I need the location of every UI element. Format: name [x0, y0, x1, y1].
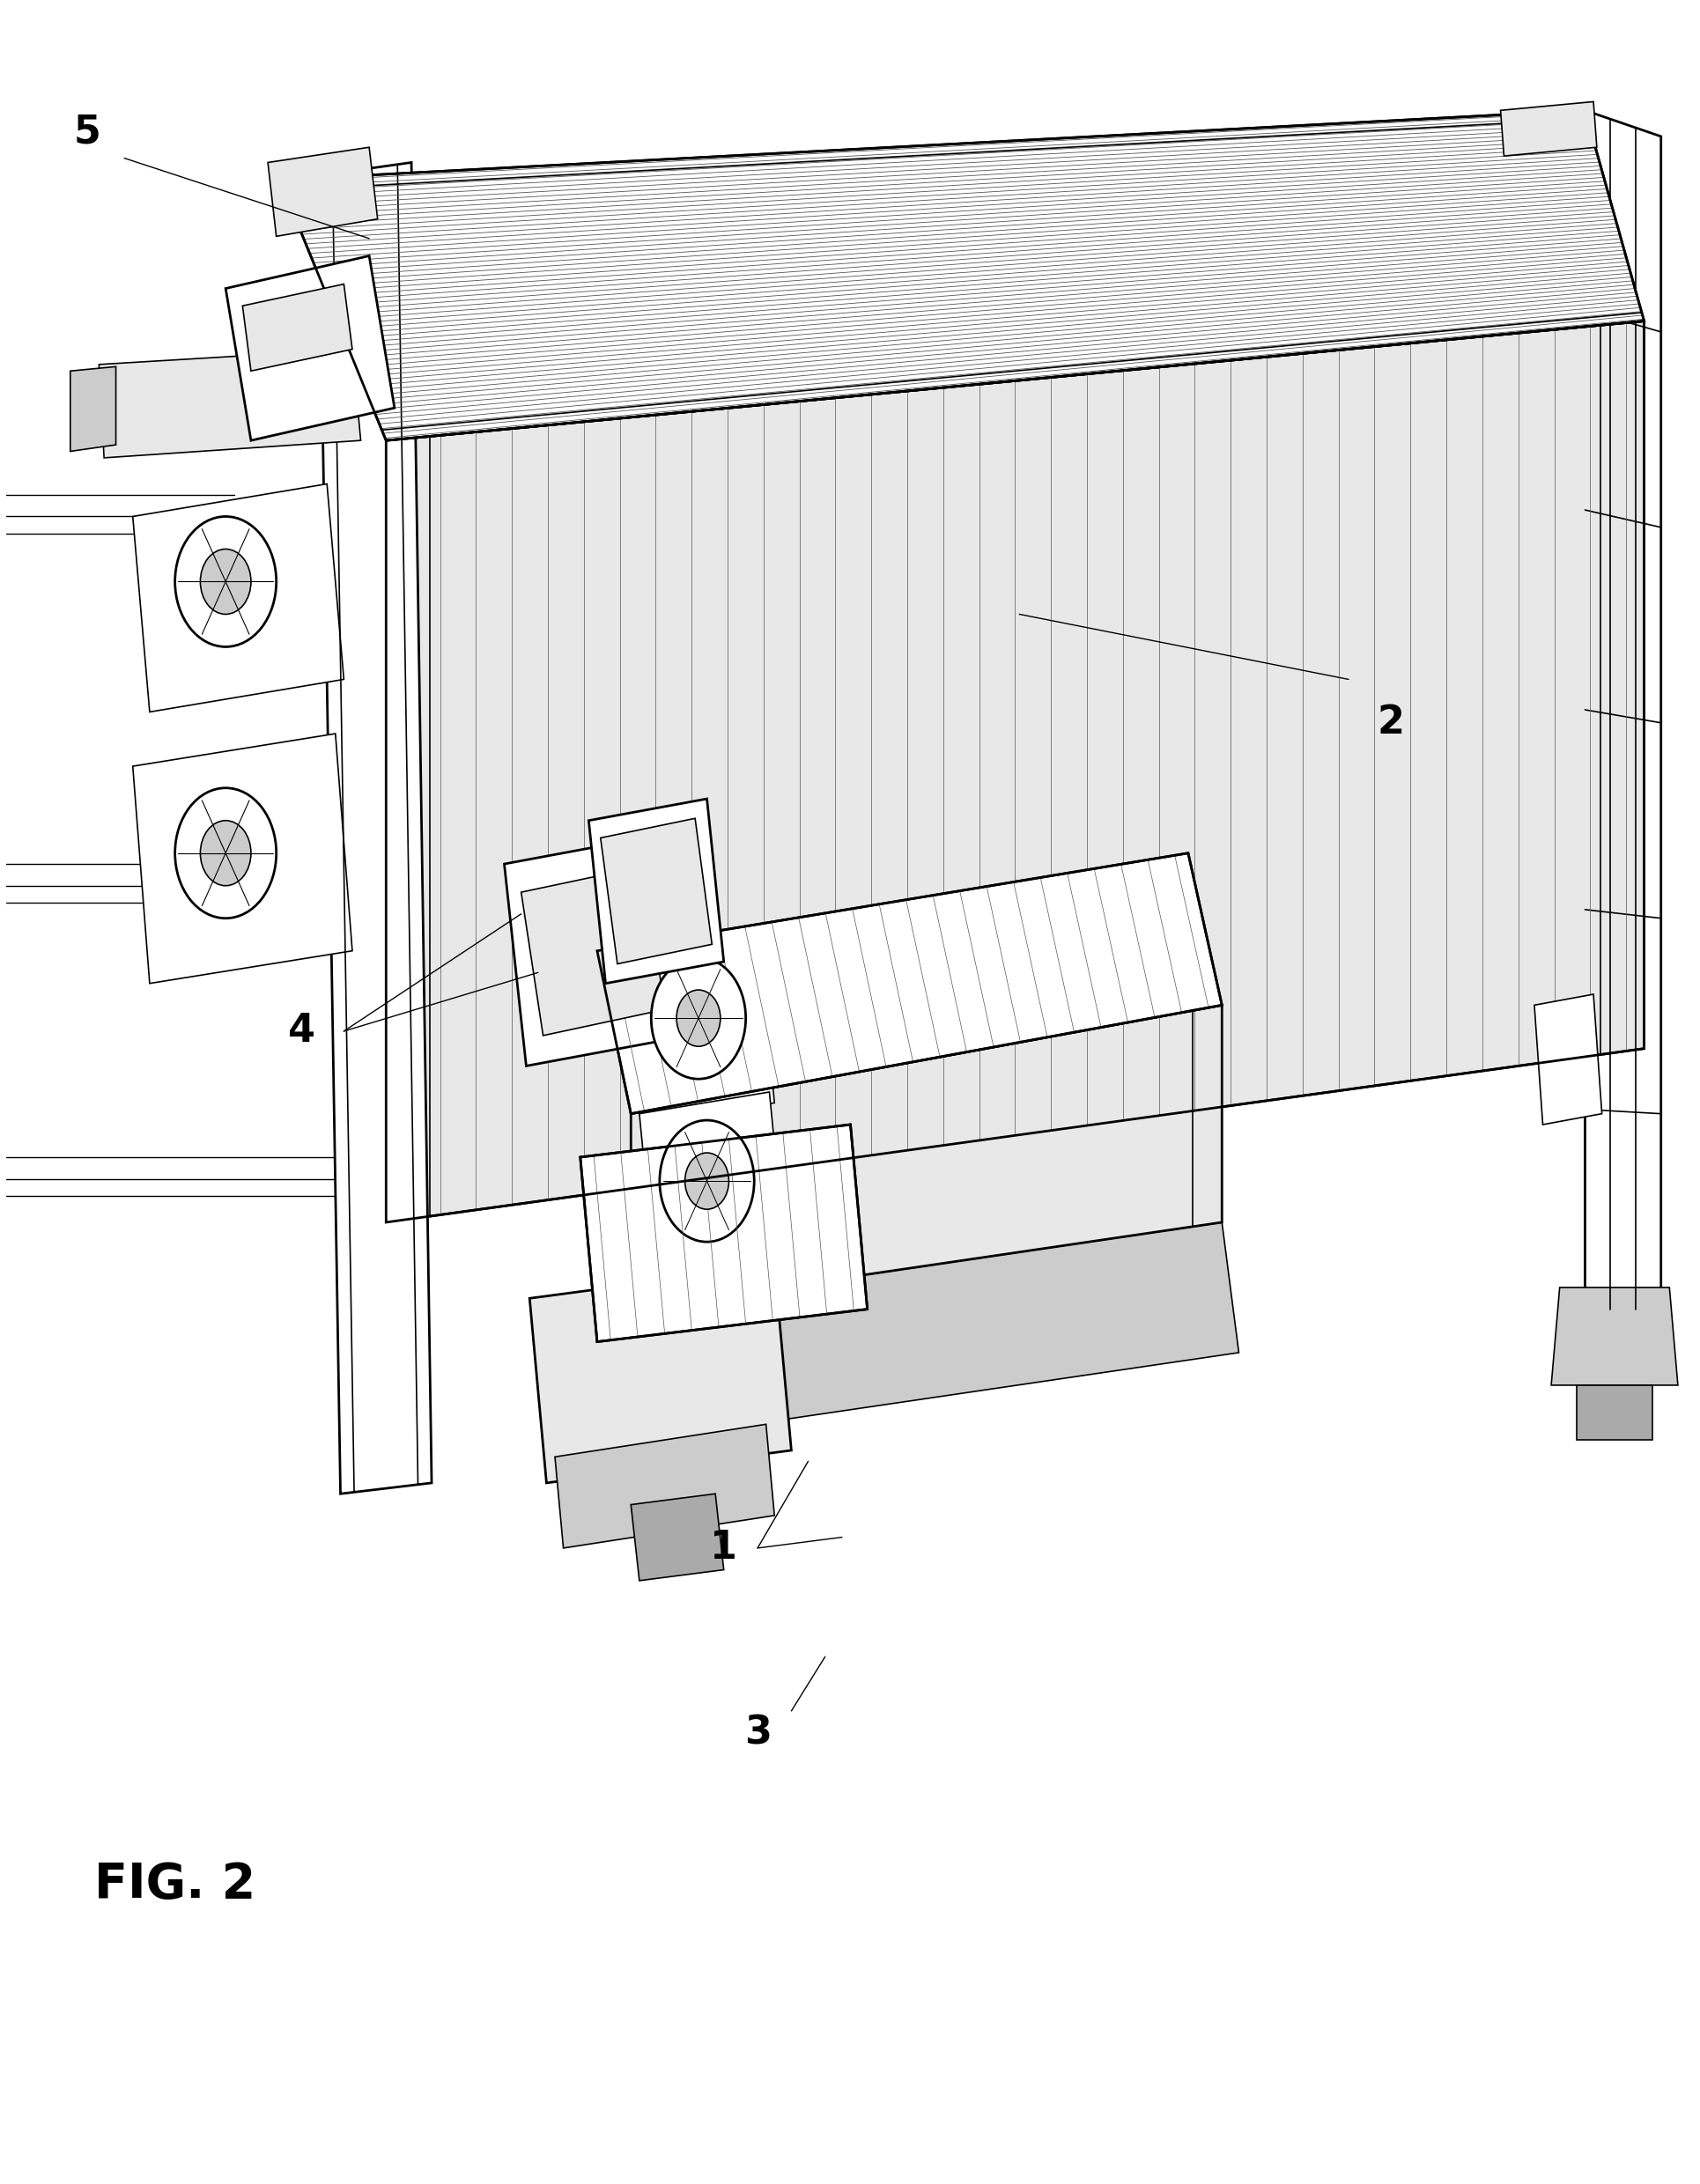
Polygon shape [588, 799, 724, 983]
Polygon shape [267, 146, 377, 236]
Circle shape [175, 515, 275, 646]
Text: 2: 2 [1377, 703, 1404, 743]
Polygon shape [631, 928, 774, 1125]
Text: 1: 1 [711, 1529, 738, 1566]
Polygon shape [1550, 1286, 1676, 1385]
Polygon shape [70, 367, 116, 452]
Polygon shape [279, 111, 1644, 441]
Polygon shape [1499, 103, 1596, 155]
Polygon shape [133, 485, 343, 712]
Circle shape [660, 1120, 753, 1243]
Polygon shape [639, 1092, 785, 1286]
Polygon shape [580, 1125, 867, 1341]
Polygon shape [503, 836, 678, 1066]
Text: 5: 5 [73, 114, 100, 151]
Circle shape [201, 821, 252, 887]
Polygon shape [1584, 111, 1661, 1308]
Text: FIG. 2: FIG. 2 [94, 1861, 255, 1909]
Text: 4: 4 [287, 1011, 314, 1051]
Polygon shape [597, 854, 1221, 1114]
Circle shape [175, 788, 275, 917]
Polygon shape [631, 1494, 724, 1581]
Circle shape [201, 548, 252, 614]
Polygon shape [554, 1424, 774, 1548]
Circle shape [651, 957, 745, 1079]
Polygon shape [1533, 994, 1601, 1125]
Polygon shape [318, 162, 432, 1494]
Polygon shape [99, 349, 360, 459]
Polygon shape [243, 284, 352, 371]
Polygon shape [631, 1005, 1221, 1308]
Polygon shape [1576, 1385, 1652, 1439]
Polygon shape [631, 1223, 1238, 1439]
Polygon shape [520, 867, 665, 1035]
Polygon shape [386, 321, 1644, 1223]
Polygon shape [226, 256, 394, 441]
Polygon shape [600, 819, 712, 963]
Text: 3: 3 [743, 1714, 770, 1752]
Circle shape [677, 989, 721, 1046]
Polygon shape [529, 1267, 791, 1483]
Circle shape [685, 1153, 729, 1210]
Polygon shape [133, 734, 352, 983]
